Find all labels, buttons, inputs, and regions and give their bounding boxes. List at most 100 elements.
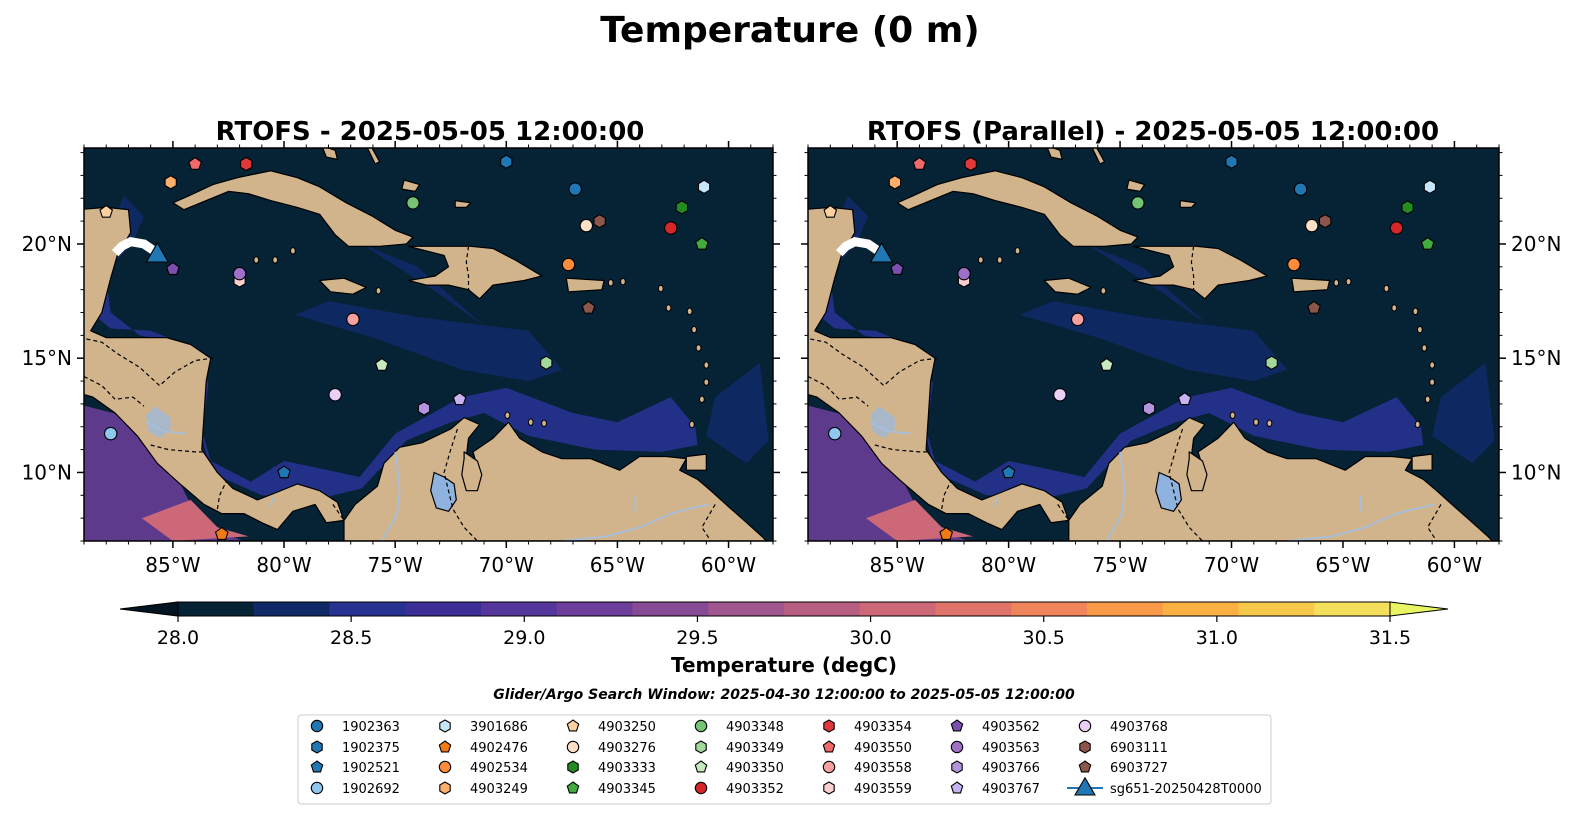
colorbar-ticks: 28.0 28.5 29.0 29.5 30.0 30.5 31.0 31.5	[157, 616, 1411, 649]
float-marker-4902476	[214, 526, 229, 540]
float-marker-4903768	[1053, 388, 1067, 402]
float-marker-4903550	[912, 156, 927, 170]
country-border	[1426, 504, 1442, 541]
float-marker-4903352	[664, 221, 678, 235]
legend-item: sg651-20250428T0000	[1067, 776, 1262, 797]
warm-water-patch	[808, 405, 969, 541]
colorbar-block	[1011, 602, 1088, 616]
legend-label: 4903768	[1110, 720, 1168, 735]
small-island	[1253, 418, 1259, 426]
y-tick-label: 10°N	[1511, 460, 1561, 484]
colorbar-block	[405, 602, 482, 616]
y-tick-label: 20°N	[22, 232, 72, 256]
legend-marker-6903727	[1078, 760, 1092, 773]
panel-title: RTOFS - 2025-05-05 12:00:00	[216, 117, 645, 147]
float-marker-4903354	[240, 156, 253, 172]
legend-label: 4903350	[726, 761, 784, 776]
colorbar-block	[329, 602, 406, 616]
x-tick-label: 70°W	[479, 553, 534, 577]
lake	[146, 406, 171, 439]
landmass-trinidad	[1411, 453, 1433, 471]
legend-marker-3901686	[439, 719, 451, 733]
legend-label: 4903352	[726, 782, 784, 797]
legend-marker-4903558	[822, 760, 836, 774]
legend-label: 1902521	[342, 761, 400, 776]
legend-label: 4903333	[598, 761, 656, 776]
small-island	[703, 361, 710, 369]
legend-marker-1902692	[310, 781, 324, 795]
small-island	[1014, 247, 1021, 255]
x-tick-label: 60°W	[701, 553, 756, 577]
legend-item: 6903727	[1078, 760, 1168, 776]
legend-item: 4903354	[823, 719, 912, 735]
map-panel-rtofs: RTOFS - 2025-05-05 12:00:00 85°W 80°W 75°W…	[22, 117, 780, 577]
legend-item: 4903345	[566, 781, 656, 797]
legend-item: 4903558	[822, 760, 912, 776]
small-island	[541, 419, 547, 428]
colorbar-tick-label: 28.0	[157, 627, 199, 649]
legend-label: 4903550	[854, 741, 912, 756]
legend-label: 4903559	[854, 782, 912, 797]
float-marker-4903333	[1401, 200, 1414, 215]
colorbar-tick-label: 29.5	[676, 627, 718, 649]
float-marker-4903345	[695, 236, 709, 250]
landmass-trinidad	[685, 453, 707, 471]
country-border	[1057, 504, 1070, 521]
legend-item: 6903111	[1079, 740, 1168, 756]
legend-item: 4902534	[438, 760, 528, 776]
colorbar-block	[556, 602, 634, 616]
colorbar-tick-label: 29.0	[503, 627, 545, 649]
country-border	[808, 337, 938, 387]
colorbar-block	[481, 602, 558, 616]
river	[1287, 503, 1435, 541]
legend-marker-4903250	[566, 719, 580, 732]
float-marker-4903250	[823, 204, 838, 218]
land-layer	[808, 148, 1499, 541]
small-island	[688, 420, 695, 429]
figure-title: Temperature (0 m)	[600, 10, 979, 51]
country-border	[150, 444, 204, 453]
float-marker-4903550	[188, 156, 202, 170]
colorbar-tick-label: 31.0	[1196, 627, 1238, 649]
warm-water-patch	[295, 301, 562, 382]
landmass-turks	[1179, 200, 1197, 208]
float-marker-1902375	[1225, 154, 1238, 169]
y-tick-label: 10°N	[22, 460, 72, 484]
legend-marker-4903354	[823, 719, 835, 733]
small-island	[1383, 284, 1390, 293]
small-island	[1345, 277, 1352, 286]
float-marker-4903349	[540, 355, 553, 370]
landmass-hispaniola	[407, 245, 543, 300]
float-marker-3901686	[697, 179, 711, 194]
warm-water-layer	[808, 196, 1495, 541]
float-marker-1902375	[500, 154, 513, 169]
colorbar-block	[708, 602, 785, 616]
float-marker-4903352	[1389, 221, 1404, 235]
small-island	[1333, 279, 1340, 287]
float-marker-4903766	[1142, 401, 1156, 416]
legend-marker-4902534	[438, 760, 452, 774]
legend-item: 4903250	[566, 719, 656, 735]
small-island	[527, 418, 534, 426]
float-marker-6903111	[593, 213, 606, 229]
float-marker-1902363	[1293, 182, 1308, 196]
float-marker-4903562	[166, 261, 180, 275]
legend-marker-4903559	[823, 781, 835, 795]
colorbar-tick-label: 28.5	[330, 627, 372, 649]
legend-item: 4903276	[566, 740, 656, 756]
legend-label: 4903276	[598, 741, 656, 756]
float-marker-4903563	[232, 266, 247, 281]
legend-marker-4903350	[694, 760, 708, 773]
colorbar-frame	[177, 601, 1391, 617]
float-marker-4903350	[374, 357, 389, 371]
glider-marker	[145, 241, 170, 263]
legend-item: 4903348	[694, 719, 784, 735]
legend-label: 6903727	[1110, 761, 1168, 776]
legend-item: 4903550	[822, 740, 912, 756]
float-markers	[823, 154, 1437, 540]
landmass-cuba	[896, 170, 1139, 247]
legend-item: 4903350	[694, 760, 784, 776]
small-island	[1416, 325, 1423, 334]
float-marker-4902534	[1287, 257, 1301, 272]
